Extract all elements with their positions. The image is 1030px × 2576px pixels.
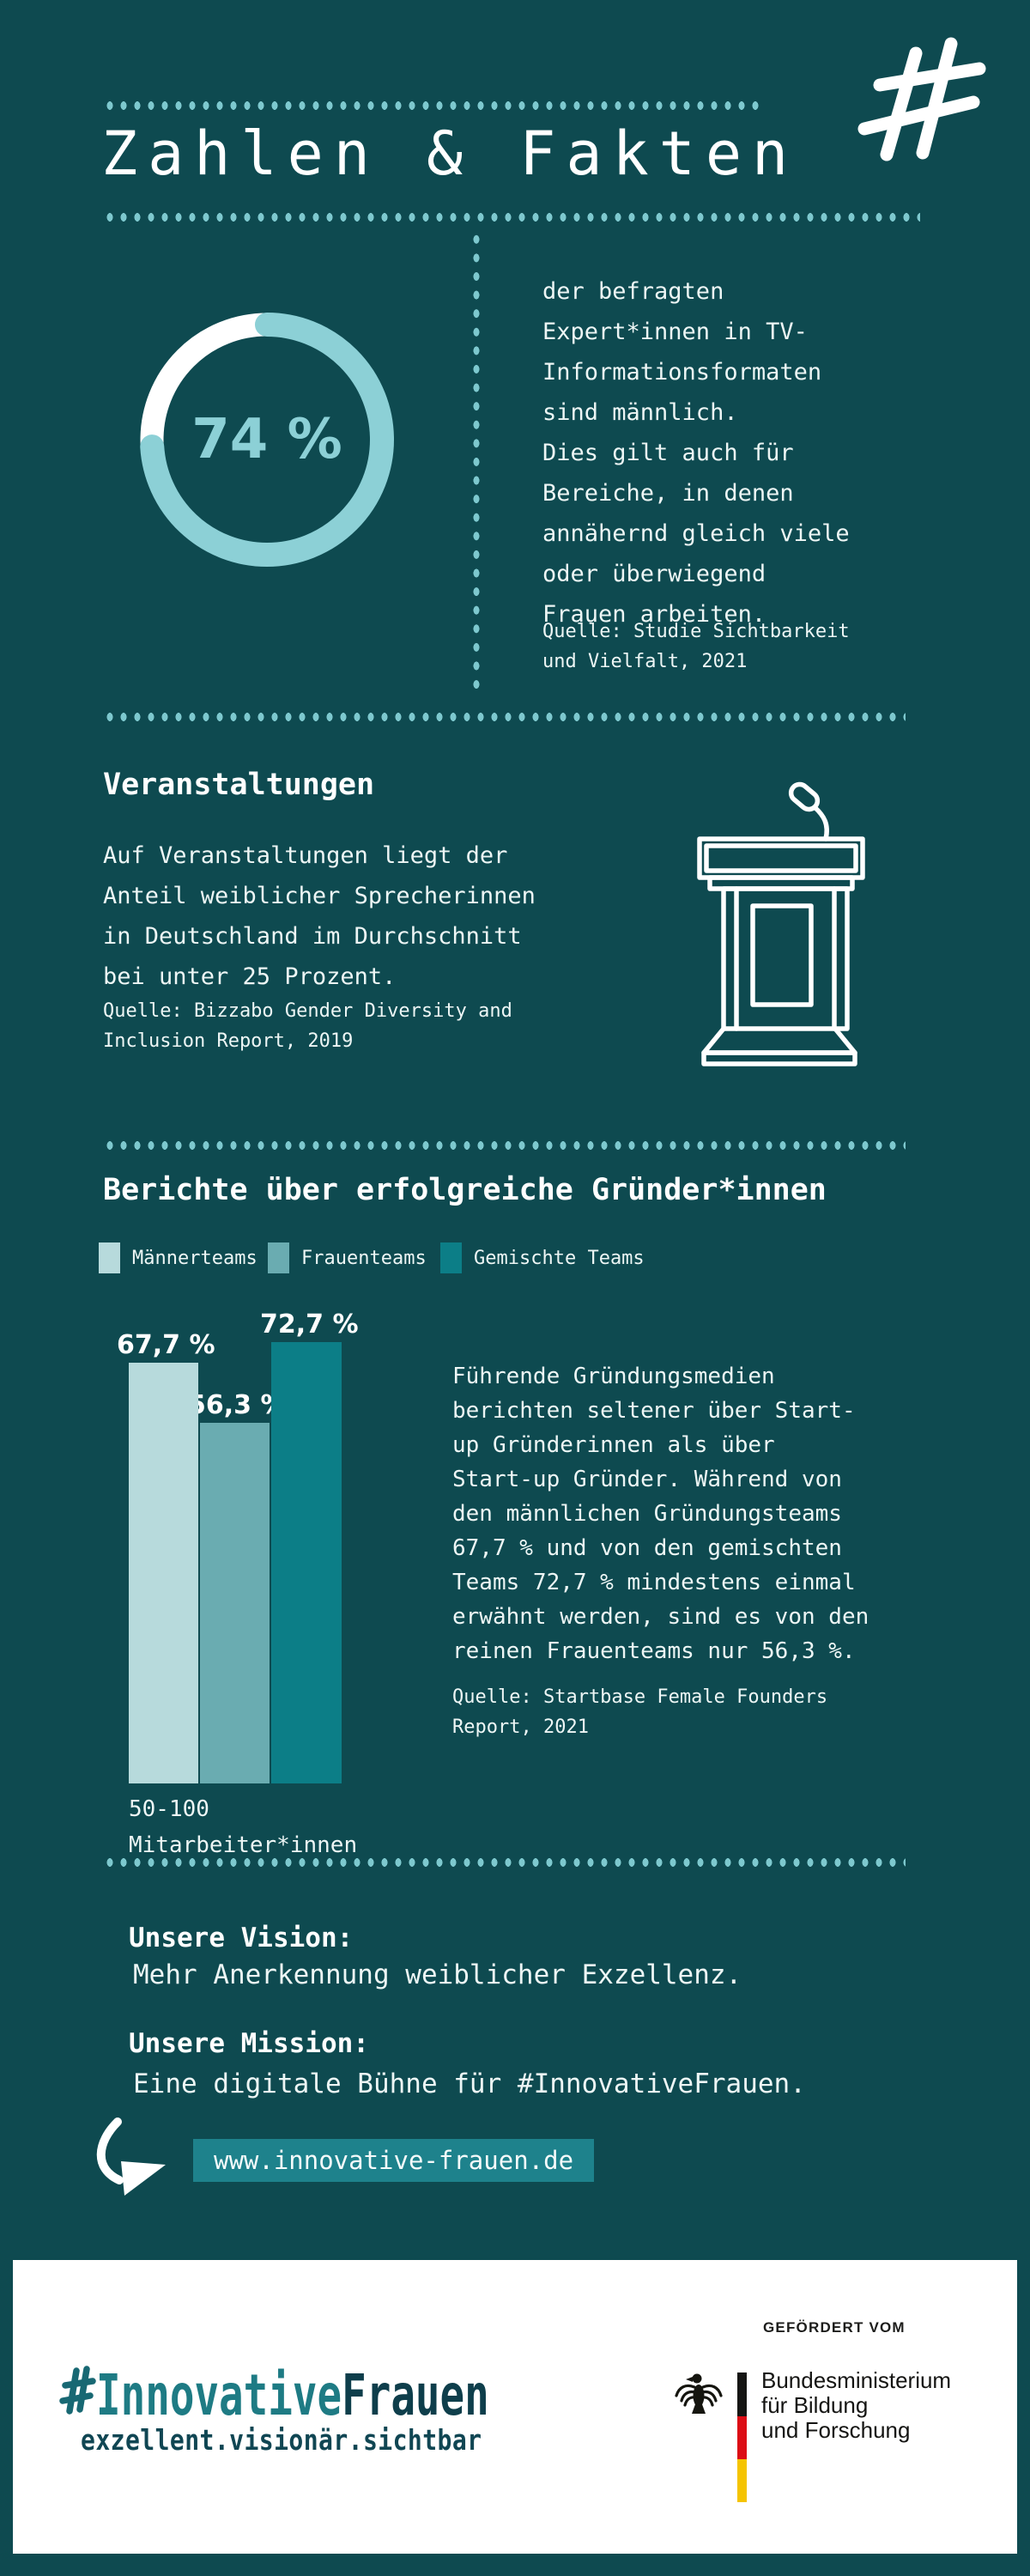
text-line: Führende Gründungsmedien <box>452 1364 775 1389</box>
legend-item-frauenteams: Frauenteams <box>268 1242 427 1273</box>
vision-heading: Unsere Vision: <box>129 1923 354 1953</box>
mission-heading: Unsere Mission: <box>129 2028 369 2059</box>
text-line: Informationsformaten <box>542 359 822 386</box>
hashtag-icon <box>857 37 986 161</box>
bar-frauenteams <box>200 1423 270 1783</box>
legend-label: Männerteams <box>132 1247 258 1269</box>
text-line: Auf Veranstaltungen liegt der <box>103 842 508 869</box>
bar-chart-x-label: 50-100 Mitarbeiter*innen <box>129 1791 357 1863</box>
events-source: Quelle: Bizzabo Gender Diversity and Inc… <box>103 996 512 1056</box>
text-line: sind männlich. <box>542 399 738 426</box>
bar-maennerteams <box>129 1363 198 1783</box>
source-line: Quelle: Startbase Female Founders <box>452 1686 828 1708</box>
bar-value-maennerteams: 67,7 % <box>117 1330 215 1360</box>
logo-wordmark-part2: Frauen <box>342 2362 489 2428</box>
flag-stripe-red <box>737 2416 747 2459</box>
flag-stripe-gold <box>737 2459 747 2502</box>
source-line: Report, 2021 <box>452 1716 589 1738</box>
legend-label: Frauenteams <box>301 1247 427 1269</box>
x-label-line: Mitarbeiter*innen <box>129 1832 358 1858</box>
legend-label: Gemischte Teams <box>474 1247 645 1269</box>
legend-item-maennerteams: Männerteams <box>99 1242 258 1273</box>
dotted-line-under-title <box>103 212 920 222</box>
bar-value-gemischte-teams: 72,7 % <box>260 1309 359 1340</box>
text-line: bei unter 25 Prozent. <box>103 963 397 990</box>
ministry-line: und Forschung <box>761 2417 911 2443</box>
website-link[interactable]: www.innovative-frauen.de <box>193 2139 594 2182</box>
logo-wordmark-part1: Innovative <box>96 2362 342 2428</box>
legend-item-gemischte-teams: Gemischte Teams <box>440 1242 645 1273</box>
text-line: in Deutschland im Durchschnitt <box>103 923 522 950</box>
mission-text: Eine digitale Bühne für #InnovativeFraue… <box>133 2069 806 2099</box>
dotted-separator <box>103 712 906 722</box>
dotted-separator <box>103 1140 906 1151</box>
ministry-name: Bundesministerium für Bildung und Forsch… <box>761 2368 951 2443</box>
logo-tagline: exzellent.visionär.sichtbar <box>81 2423 482 2457</box>
bar-gemischte-teams <box>271 1342 342 1783</box>
founders-paragraph: Führende Gründungsmedien berichten selte… <box>452 1359 869 1668</box>
text-line: erwähnt werden, sind es von den <box>452 1604 869 1630</box>
text-line: Dies gilt auch für <box>542 440 794 466</box>
tv-source: Quelle: Studie Sichtbarkeit und Vielfalt… <box>542 617 850 677</box>
tv-stat-paragraph: der befragten Expert*innen in TV- Inform… <box>542 271 850 635</box>
footer-card <box>13 2260 1017 2554</box>
page-title: Zahlen & Fakten <box>101 118 799 189</box>
founders-heading: Berichte über erfolgreiche Gründer*innen <box>103 1173 827 1207</box>
website-url[interactable]: www.innovative-frauen.de <box>214 2146 574 2175</box>
bar-value-frauenteams: 56,3 % <box>188 1390 287 1420</box>
ministry-line: Bundesministerium <box>761 2367 952 2393</box>
legend-swatch-frauenteams <box>268 1242 289 1273</box>
text-line: up Gründerinnen als über <box>452 1432 775 1458</box>
text-line: annähernd gleich viele <box>542 520 850 547</box>
vision-text: Mehr Anerkennung weiblicher Exzellenz. <box>133 1959 742 1990</box>
events-paragraph: Auf Veranstaltungen liegt der Anteil wei… <box>103 835 536 997</box>
text-line: den männlichen Gründungsteams <box>452 1501 842 1527</box>
flag-stripe-black <box>737 2372 747 2416</box>
text-line: berichten seltener über Start- <box>452 1398 856 1424</box>
donut-center-value: 74 % <box>191 408 342 471</box>
x-label-line: 50-100 <box>129 1796 209 1822</box>
source-line: Inclusion Report, 2019 <box>103 1030 354 1052</box>
text-line: der befragten <box>542 278 724 305</box>
text-line: reinen Frauenteams nur 56,3 %. <box>452 1638 856 1664</box>
text-line: Start-up Gründer. Während von <box>452 1467 842 1492</box>
donut-chart <box>140 313 394 567</box>
founders-source: Quelle: Startbase Female Founders Report… <box>452 1682 827 1742</box>
ministry-line: für Bildung <box>761 2392 869 2418</box>
text-line: Teams 72,7 % mindestens einmal <box>452 1570 856 1595</box>
source-line: und Vielfalt, 2021 <box>542 651 748 672</box>
text-line: Frauen arbeiten. <box>542 601 766 628</box>
source-line: Quelle: Bizzabo Gender Diversity and <box>103 1000 512 1022</box>
lectern-microphone-icon <box>697 781 865 1066</box>
text-line: 67,7 % und von den gemischten <box>452 1535 842 1561</box>
curved-arrow-icon <box>96 2117 166 2196</box>
source-line: Quelle: Studie Sichtbarkeit <box>542 621 850 642</box>
federal-eagle-icon <box>675 2373 723 2414</box>
dotted-line-top <box>103 100 762 111</box>
dotted-line-vertical <box>471 230 482 696</box>
text-line: oder überwiegend <box>542 561 766 587</box>
text-line: Expert*innen in TV- <box>542 319 808 345</box>
text-line: Anteil weiblicher Sprecherinnen <box>103 883 536 909</box>
logo-wordmark: InnovativeFrauen <box>96 2367 489 2424</box>
logo-hashtag-icon <box>59 2366 96 2415</box>
events-heading: Veranstaltungen <box>103 768 375 802</box>
funded-by-label: GEFÖRDERT VOM <box>763 2319 906 2336</box>
text-line: Bereiche, in denen <box>542 480 794 507</box>
dotted-separator <box>103 1857 906 1868</box>
legend-swatch-maennerteams <box>99 1242 120 1273</box>
legend-swatch-gemischte-teams <box>440 1242 462 1273</box>
